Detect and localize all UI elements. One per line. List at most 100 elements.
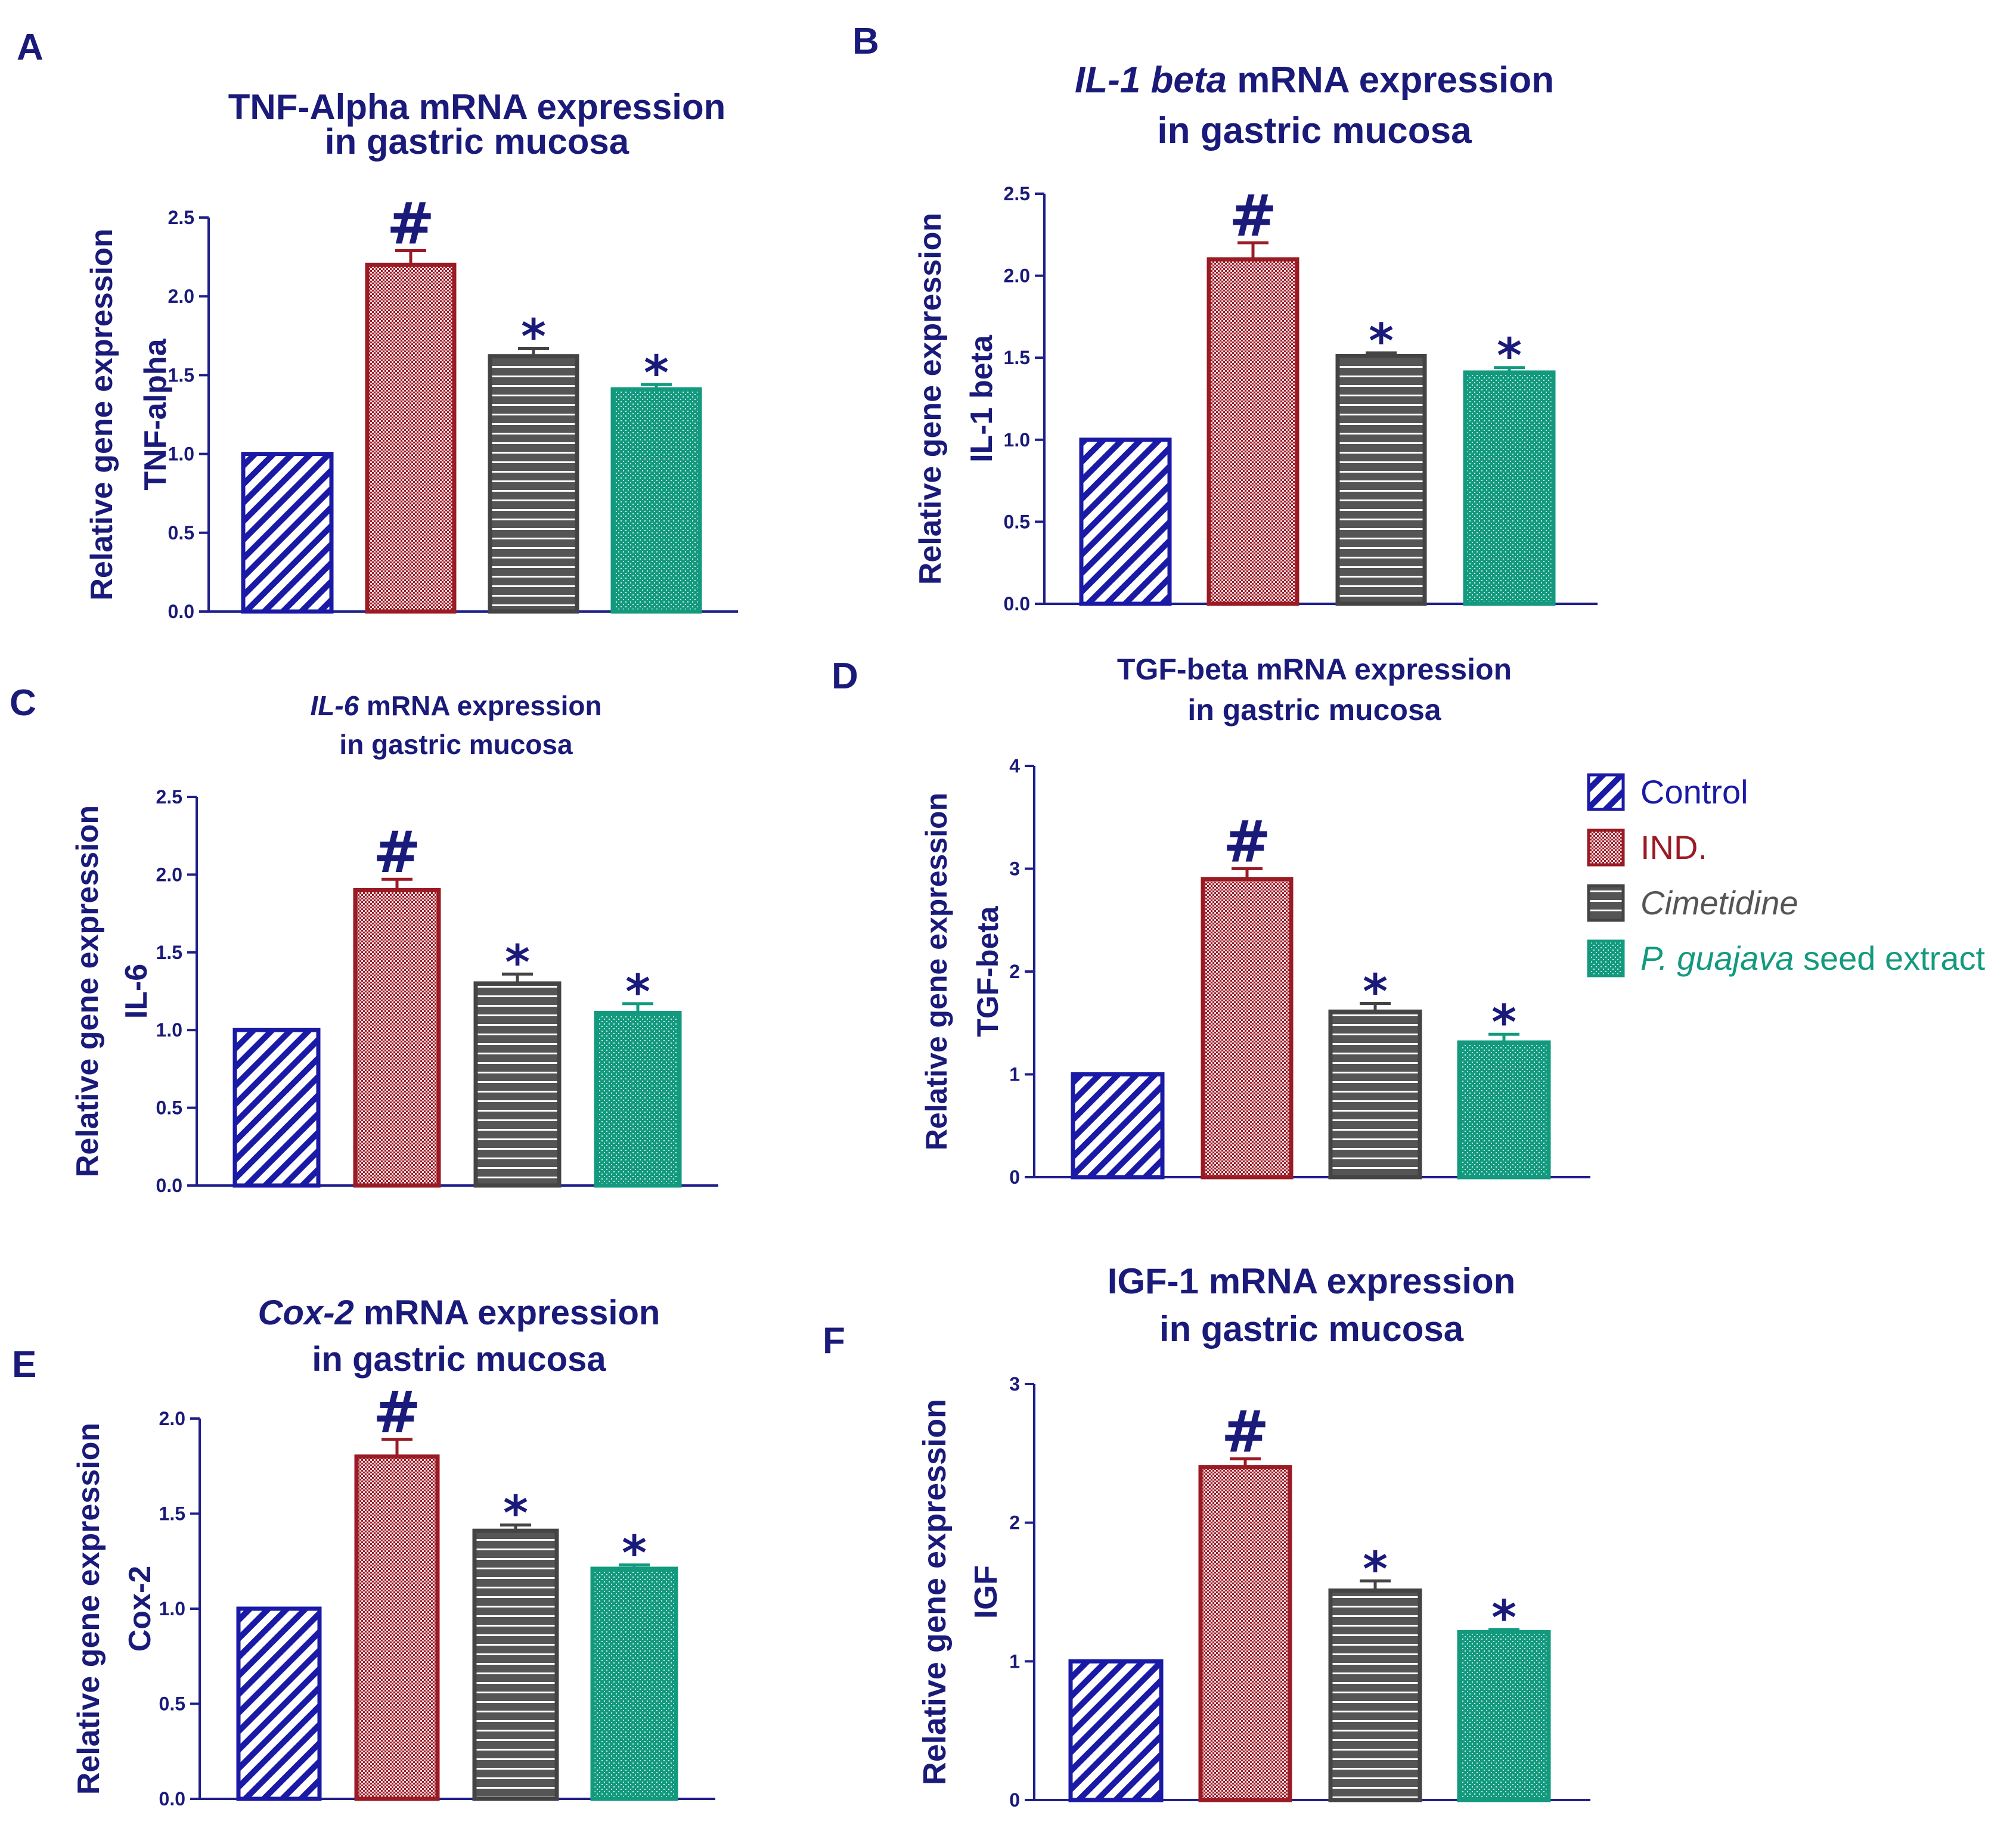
bar-e-ind [354, 1454, 440, 1801]
panel-letter-a: A [17, 27, 44, 68]
y-axis-label-a-line-1: Relative gene expression [85, 228, 119, 600]
legend-swatch-cimetidine [1587, 884, 1625, 922]
y-tick-label-b-2: 1.0 [1004, 429, 1030, 451]
y-tick-label-b-0: 0.0 [1004, 593, 1030, 615]
bar-d-guajava [1457, 1040, 1551, 1180]
panel-letter-c: C [10, 682, 36, 724]
bar-b-guajava [1463, 370, 1556, 606]
bar-a-cimetidine [488, 354, 579, 614]
bar-c-ind [353, 887, 441, 1188]
significance-marker-f-cimetidine: * [1363, 1541, 1388, 1597]
chart-title-d-line-1: TGF-beta mRNA expression [1117, 653, 1512, 686]
y-tick-label-a-1: 0.5 [168, 522, 194, 544]
y-tick-label-b-5: 2.5 [1004, 183, 1030, 204]
significance-marker-a-guajava: * [644, 345, 669, 401]
bar-f-ind [1198, 1465, 1292, 1802]
legend-label-control: Control [1640, 773, 1748, 811]
legend-swatch-guajava [1587, 939, 1625, 977]
y-axis-label-e-line-1: Relative gene expression [72, 1423, 106, 1795]
chart-title-c-line-2: in gastric mucosa [339, 729, 573, 760]
legend-label-ind: IND. [1640, 828, 1707, 866]
bar-b-cimetidine [1335, 353, 1427, 606]
y-tick-label-a-2: 1.0 [168, 443, 194, 465]
legend-label-guajava: P. guajava seed extract [1640, 939, 1985, 977]
y-tick-label-c-2: 1.0 [156, 1019, 182, 1041]
y-axis-label-d-line-1: Relative gene expression [920, 793, 953, 1150]
y-tick-label-e-2: 1.0 [159, 1598, 185, 1619]
chart-title-a-line-2: in gastric mucosa [325, 122, 629, 162]
legend-item-ind: IND. [1587, 828, 1707, 867]
bar-f-control [1068, 1659, 1164, 1802]
bar-d-cimetidine [1328, 1009, 1422, 1180]
bar-a-guajava [610, 387, 702, 614]
legend: Control IND. Cimetidine P. guajava seed … [1587, 773, 1985, 977]
chart-title-f-line-1: IGF-1 mRNA expression [1108, 1261, 1516, 1301]
legend-item-guajava: P. guajava seed extract [1587, 939, 1985, 977]
chart-panel-d: D TGF-beta mRNA expression in gastric muco… [832, 653, 1590, 1188]
y-axis-label-a-line-2: TNF-alpha [138, 338, 173, 490]
y-tick-label-c-0: 0.0 [156, 1175, 182, 1196]
chart-title-f-line-2: in gastric mucosa [1159, 1309, 1464, 1349]
y-tick-label-f-2: 2 [1009, 1512, 1020, 1534]
significance-marker-c-cimetidine: * [505, 935, 530, 990]
y-axis-label-b-line-1: Relative gene expression [913, 213, 948, 585]
y-tick-label-e-1: 0.5 [159, 1693, 185, 1715]
panel-letter-e: E [12, 1344, 36, 1385]
y-tick-label-d-3: 3 [1009, 858, 1020, 880]
bar-a-ind [365, 262, 457, 614]
bar-d-ind [1201, 877, 1294, 1180]
chart-panel-e: E Cox-2 mRNA expression in gastric mucosa R… [12, 1293, 715, 1810]
significance-marker-e-guajava: * [622, 1526, 647, 1581]
y-tick-label-d-0: 0 [1009, 1166, 1020, 1188]
chart-title-b-line-2: in gastric mucosa [1157, 110, 1472, 151]
y-tick-label-e-0: 0.0 [159, 1788, 185, 1810]
chart-title-d-line-2: in gastric mucosa [1187, 693, 1441, 727]
y-tick-label-d-1: 1 [1009, 1064, 1020, 1085]
y-axis-label-b-line-2: IL-1 beta [964, 334, 999, 463]
y-tick-label-b-1: 0.5 [1004, 511, 1030, 532]
significance-marker-b-cimetidine: * [1369, 314, 1394, 369]
legend-item-cimetidine: Cimetidine [1587, 884, 1798, 922]
significance-marker-f-guajava: * [1491, 1590, 1516, 1646]
y-tick-label-a-0: 0.0 [168, 601, 194, 622]
bar-c-guajava [594, 1011, 682, 1188]
legend-label-cimetidine: Cimetidine [1640, 884, 1798, 921]
chart-panel-b: B IL-1 beta mRNA expression in gastric muc… [852, 21, 1598, 615]
significance-marker-d-cimetidine: * [1363, 964, 1388, 1019]
y-tick-label-e-4: 2.0 [159, 1408, 185, 1429]
legend-swatch-ind [1587, 828, 1625, 867]
y-axis-label-c-line-2: IL-6 [119, 964, 154, 1019]
y-tick-label-b-3: 1.5 [1004, 347, 1030, 368]
bar-b-ind [1207, 257, 1299, 606]
chart-panel-f: F IGF-1 mRNA expression in gastric mucosa R… [823, 1261, 1590, 1811]
y-tick-label-b-4: 2.0 [1004, 265, 1030, 287]
y-tick-label-c-1: 0.5 [156, 1097, 182, 1119]
y-tick-label-d-4: 4 [1009, 755, 1020, 777]
chart-title-b-line-1: IL-1 beta mRNA expression [1075, 60, 1554, 101]
y-axis-label-f-line-1: Relative gene expression [917, 1399, 953, 1785]
significance-marker-c-ind: # [373, 819, 421, 886]
y-tick-label-f-0: 0 [1009, 1789, 1020, 1811]
significance-marker-a-ind: # [387, 191, 435, 257]
y-axis-label-e-line-2: Cox-2 [123, 1566, 157, 1652]
y-axis-label-c-line-1: Relative gene expression [70, 805, 105, 1177]
chart-title-e-line-2: in gastric mucosa [312, 1340, 606, 1379]
chart-title-e-line-1: Cox-2 mRNA expression [258, 1293, 660, 1332]
panel-letter-f: F [823, 1320, 845, 1361]
y-tick-label-e-3: 1.5 [159, 1503, 185, 1525]
bar-f-cimetidine [1328, 1588, 1422, 1802]
legend-swatch-control [1587, 773, 1625, 811]
y-tick-label-c-3: 1.5 [156, 942, 182, 963]
significance-marker-a-cimetidine: * [521, 309, 546, 364]
y-tick-label-c-4: 2.0 [156, 864, 182, 885]
panel-letter-b: B [852, 21, 879, 62]
y-tick-label-d-2: 2 [1009, 961, 1020, 982]
significance-marker-e-ind: # [373, 1379, 421, 1446]
bar-c-control [232, 1028, 321, 1188]
panel-letter-d: D [832, 656, 858, 697]
significance-marker-c-guajava: * [625, 964, 650, 1020]
significance-marker-b-ind: # [1229, 183, 1277, 250]
